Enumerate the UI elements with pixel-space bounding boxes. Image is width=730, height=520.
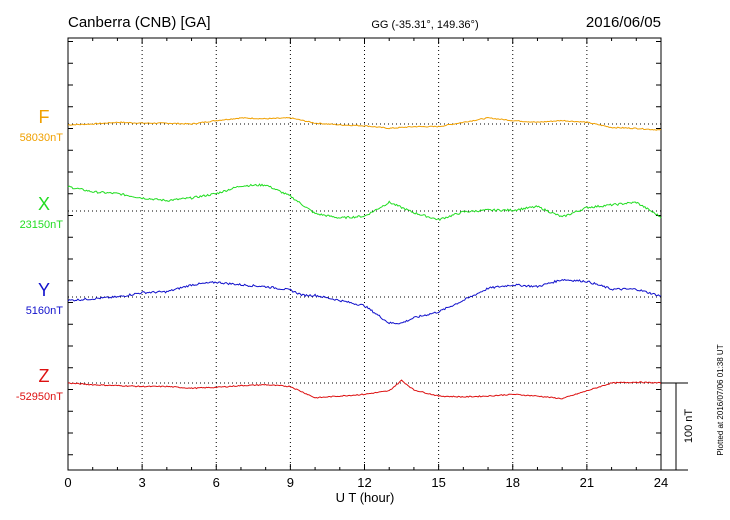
axis-ticks: [67, 38, 662, 470]
station-coords: GG (-35.31°, 149.36°): [371, 19, 478, 31]
series-baseline-z: -52950nT: [16, 391, 63, 403]
x-tick-label-15: 15: [431, 475, 445, 490]
x-tick-label-0: 0: [64, 475, 71, 490]
series-line-y: [67, 278, 662, 325]
series-baseline-f: 58030nT: [20, 132, 64, 144]
x-tick-label-18: 18: [506, 475, 520, 490]
series-name-z: Z: [39, 366, 50, 386]
x-tick-label-3: 3: [139, 475, 146, 490]
series-name-f: F: [39, 107, 50, 127]
x-axis-label: U T (hour): [336, 490, 395, 505]
plotted-timestamp: Plotted at 2016/07/06 01:38 UT: [716, 344, 725, 455]
x-tick-labels: 0 3 6 9 12 15 18 21 24: [64, 475, 668, 490]
series-name-y: Y: [38, 280, 50, 300]
plot-date: 2016/06/05: [586, 14, 661, 31]
grid-lines: [68, 38, 661, 470]
series-labels: F 58030nT X 23150nT Y 5160nT Z -52950nT: [16, 107, 63, 403]
x-tick-label-6: 6: [213, 475, 220, 490]
x-tick-label-24: 24: [654, 475, 668, 490]
series-baseline-x: 23150nT: [20, 219, 64, 231]
x-tick-label-21: 21: [580, 475, 594, 490]
series-baseline-y: 5160nT: [26, 305, 64, 317]
scale-bar-label: 100 nT: [683, 409, 695, 444]
series-line-f: [67, 116, 662, 131]
scale-bar: 100 nT: [661, 382, 695, 471]
x-tick-label-9: 9: [287, 475, 294, 490]
station-title: Canberra (CNB) [GA]: [68, 14, 211, 31]
series-line-z: [67, 379, 662, 400]
series-group: [67, 116, 662, 400]
series-name-x: X: [38, 194, 50, 214]
x-tick-label-12: 12: [357, 475, 371, 490]
series-line-x: [67, 183, 662, 221]
